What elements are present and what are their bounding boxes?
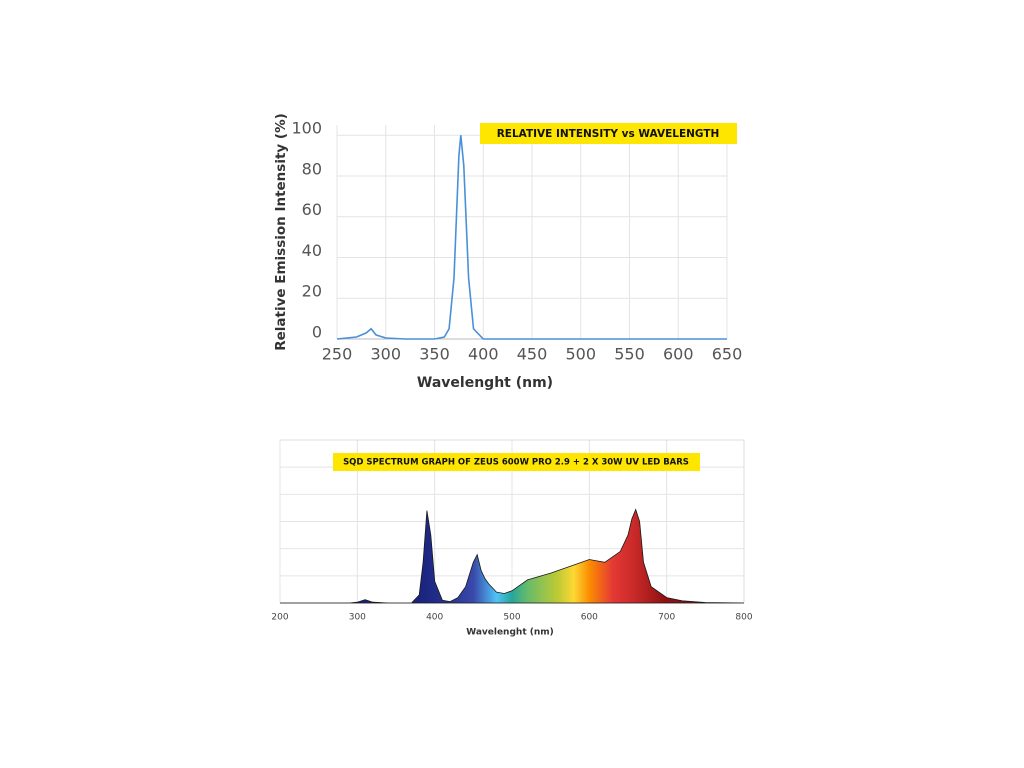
x-tick-label: 400 (468, 345, 499, 364)
chart-spectrum: Wavelenght (nm) 200 300 400 500 600 700 800 SQD… (271, 439, 753, 638)
chart-title: SQD SPECTRUM GRAPH OF ZEUS 600W PRO 2.9 … (343, 458, 689, 468)
title-box (480, 123, 737, 144)
spectrum-area (280, 508, 745, 604)
x-tick-label: 500 (565, 345, 596, 364)
x-tick-label: 700 (658, 613, 675, 623)
x-tick-label: 450 (517, 345, 548, 364)
title-box (333, 453, 700, 471)
x-tick-label: 250 (322, 345, 353, 364)
y-tick-label: 100 (291, 119, 322, 138)
x-tick-label: 200 (271, 613, 288, 623)
x-tick-label: 600 (663, 345, 694, 364)
x-tick-label: 300 (349, 613, 366, 623)
y-tick-label: 80 (302, 159, 322, 178)
x-tick-label: 500 (503, 613, 520, 623)
x-axis-label: Wavelenght (nm) (417, 375, 553, 391)
chart-intensity: RELATIVE INTENSITY vs WAVELENGTH Wavelen… (273, 113, 742, 391)
y-tick-label: 60 (302, 200, 322, 219)
data-line (336, 135, 727, 340)
grid (279, 440, 745, 603)
x-tick-label: 650 (712, 345, 743, 364)
y-tick-label: 0 (312, 323, 322, 342)
y-tick-label: 40 (302, 241, 322, 260)
y-axis-label: Relative Emission Intensity (%) (273, 113, 289, 351)
x-tick-label: 600 (581, 613, 598, 623)
x-tick-label: 300 (370, 345, 401, 364)
x-axis-label: Wavelenght (nm) (466, 628, 554, 638)
x-tick-label: 400 (426, 613, 443, 623)
x-tick-label: 800 (735, 613, 752, 623)
x-tick-label: 350 (419, 345, 450, 364)
chart-title: RELATIVE INTENSITY vs WAVELENGTH (497, 128, 720, 140)
y-tick-label: 20 (302, 282, 322, 301)
x-tick-label: 550 (614, 345, 645, 364)
